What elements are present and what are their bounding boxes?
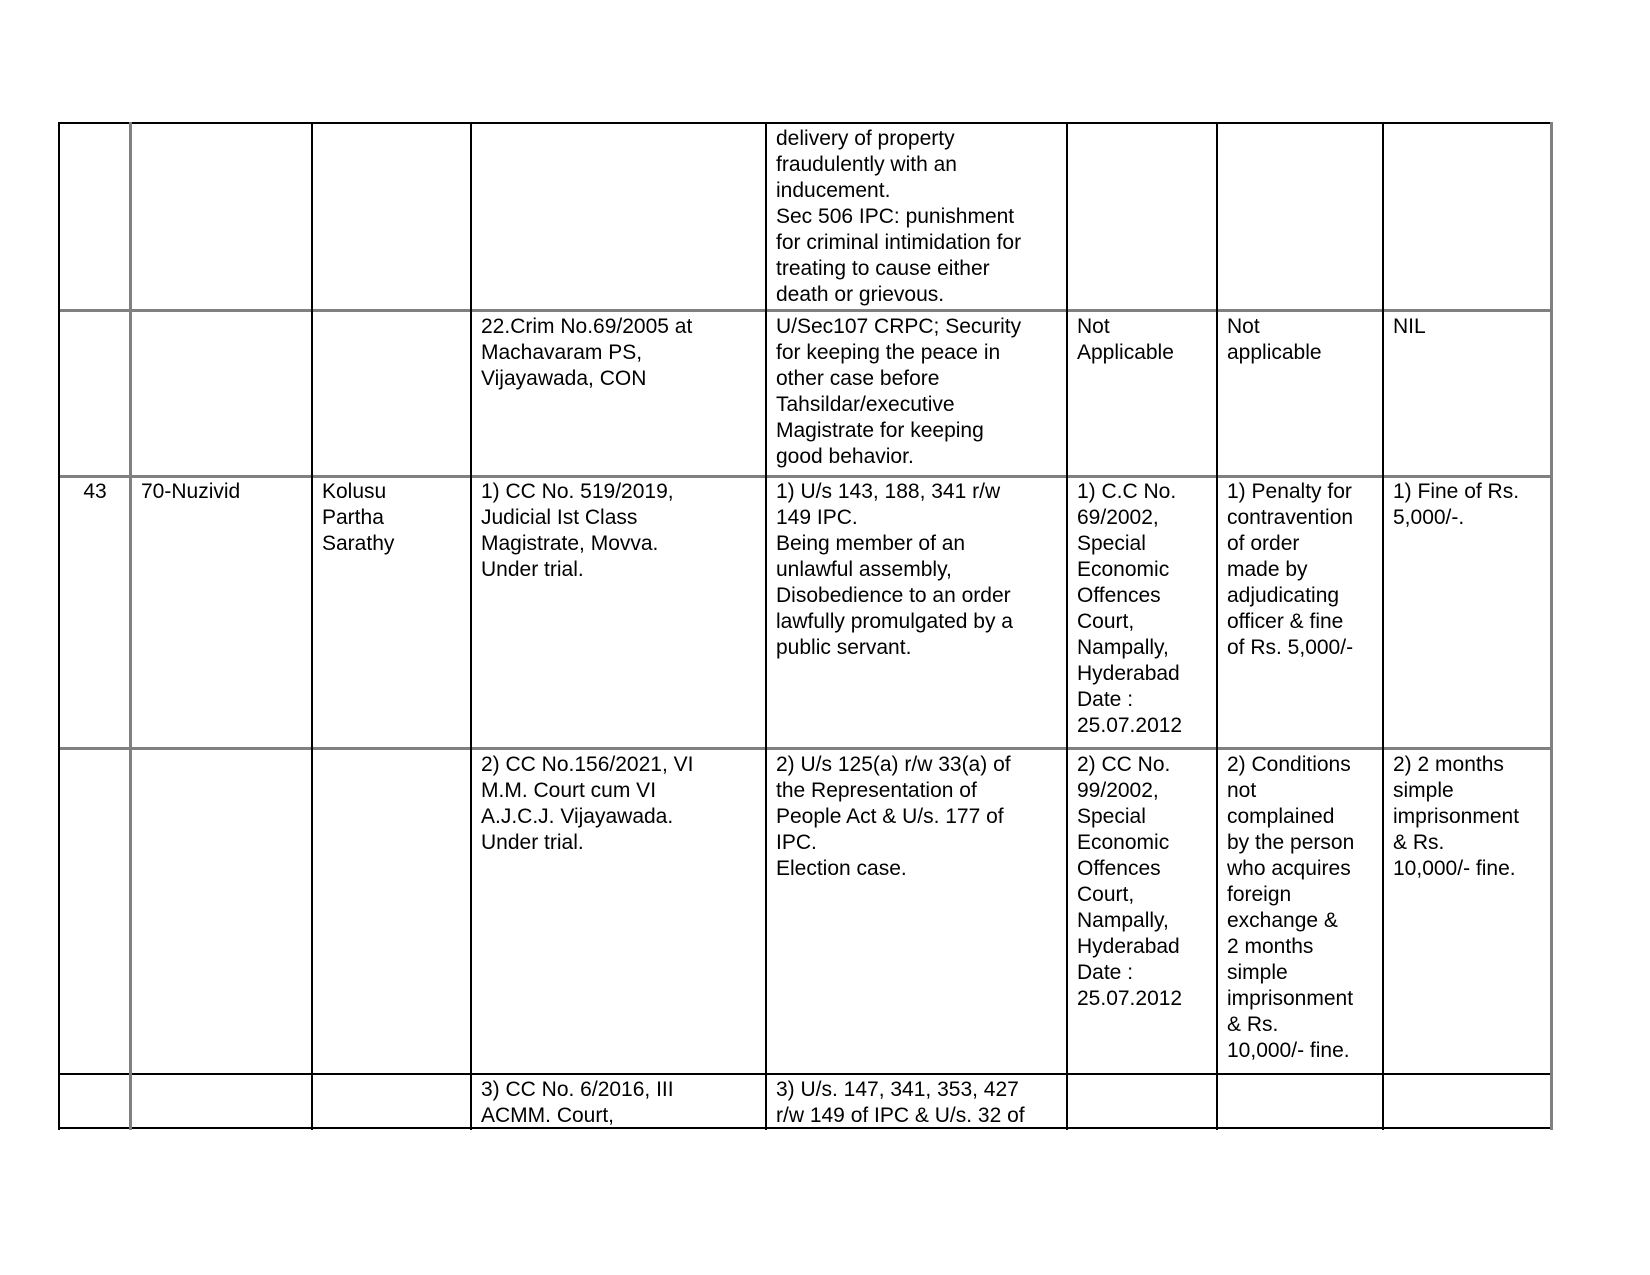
row4-offence-section-cell: 3) U/s. 147, 341, 353, 427 r/w 149 of IP…	[776, 1078, 1025, 1127]
row1-conviction-case-cell: Not Applicable	[1077, 315, 1174, 364]
row3-serial-number-cell	[59, 749, 131, 1074]
row3-constituency-cell	[131, 749, 312, 1074]
row3-offence-section-cell: 2) U/s 125(a) r/w 33(a) of the Represent…	[776, 753, 1011, 880]
row4-serial-number-cell	[59, 1074, 131, 1129]
row4-constituency-cell	[131, 1074, 312, 1129]
table-top-border	[58, 122, 1553, 124]
row-divider-4	[58, 1073, 1553, 1075]
row1-penalty-cell: Not applicable	[1227, 315, 1322, 364]
table-left-border	[58, 122, 60, 1130]
row2-candidate-name-cell: Kolusu Partha Sarathy	[322, 480, 395, 555]
row1-punishment-cell: NIL	[1393, 315, 1426, 338]
col-divider-7	[1382, 122, 1384, 1130]
row0-serial-number-cell	[59, 123, 131, 311]
table-right-border	[1550, 122, 1553, 1130]
row4-candidate-name-cell	[312, 1074, 471, 1129]
row4-pending-case-cell: 3) CC No. 6/2016, III ACMM. Court,	[481, 1078, 674, 1127]
row1-pending-case-cell: 22.Crim No.69/2005 at Machavaram PS, Vij…	[481, 315, 693, 390]
col-divider-2	[311, 122, 313, 1130]
row4-punishment-cell	[1383, 1074, 1552, 1129]
col-divider-5	[1066, 122, 1068, 1130]
row2-offence-section-cell: 1) U/s 143, 188, 341 r/w 149 IPC. Being …	[776, 480, 1013, 659]
row-divider-2	[58, 475, 1553, 478]
table-bottom-border	[58, 1127, 1553, 1129]
row3-punishment-cell: 2) 2 months simple imprisonment & Rs. 10…	[1393, 753, 1520, 880]
row0-candidate-name-cell	[312, 123, 471, 311]
row-divider-3	[58, 747, 1553, 750]
row3-candidate-name-cell	[312, 749, 471, 1074]
row2-pending-case-cell: 1) CC No. 519/2019, Judicial Ist Class M…	[481, 480, 674, 581]
col-divider-4	[765, 122, 767, 1130]
row0-constituency-cell	[131, 123, 312, 311]
row0-penalty-cell	[1217, 123, 1383, 311]
row1-serial-number-cell	[59, 311, 131, 476]
row2-punishment-cell: 1) Fine of Rs. 5,000/-.	[1393, 480, 1520, 529]
row1-offence-section-cell: U/Sec107 CRPC; Security for keeping the …	[776, 315, 1022, 468]
row3-conviction-case-cell: 2) CC No. 99/2002, Special Economic Offe…	[1077, 753, 1183, 1010]
row2-penalty-cell: 1) Penalty for contravention of order ma…	[1227, 480, 1354, 659]
row4-conviction-case-cell	[1067, 1074, 1217, 1129]
row3-penalty-cell: 2) Conditions not complained by the pers…	[1227, 753, 1355, 1062]
row0-offence-section-cell: delivery of property fraudulently with a…	[776, 127, 1022, 306]
row0-pending-case-cell	[471, 123, 766, 311]
court-cases-table: delivery of property fraudulently with a…	[58, 122, 1553, 1130]
row2-conviction-case-cell: 1) C.C No. 69/2002, Special Economic Off…	[1077, 480, 1183, 737]
row0-conviction-case-cell	[1067, 123, 1217, 311]
col-divider-6	[1216, 122, 1218, 1130]
row1-candidate-name-cell	[312, 311, 471, 476]
row2-constituency-cell: 70-Nuzivid	[141, 480, 241, 503]
row-divider-1	[58, 309, 1553, 312]
row4-penalty-cell	[1217, 1074, 1383, 1129]
col-divider-1	[129, 122, 132, 1130]
col-divider-3	[470, 122, 472, 1130]
row0-punishment-cell	[1383, 123, 1552, 311]
row1-constituency-cell	[131, 311, 312, 476]
row3-pending-case-cell: 2) CC No.156/2021, VI M.M. Court cum VI …	[481, 753, 694, 854]
row2-serial-number-cell: 43	[83, 480, 107, 503]
